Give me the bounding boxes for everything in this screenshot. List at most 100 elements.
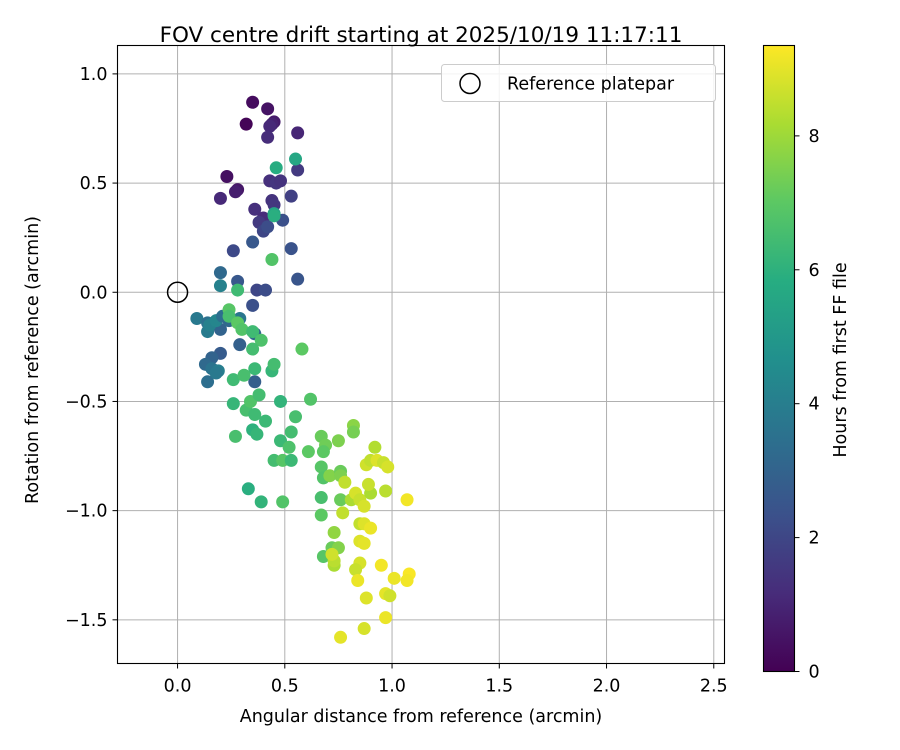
legend-box [441,64,716,102]
scatter-point [357,499,371,513]
scatter-point [374,558,388,572]
scatter-point [209,366,223,380]
scatter-point [248,408,262,422]
colorbar-label: Hours from first FF file [831,262,851,457]
x-tick-label: 0.0 [164,677,192,697]
scatter-point [346,425,360,439]
scatter-point [228,185,242,199]
scatter-point [246,342,260,356]
scatter-point [201,375,215,389]
scatter-points [190,95,416,644]
scatter-point [336,506,350,520]
y-tick-label: −0.5 [65,392,108,412]
scatter-point [274,174,288,188]
scatter-point [314,508,328,522]
scatter-point [235,322,249,336]
scatter-point [331,434,345,448]
chart-title: FOV centre drift starting at 2025/10/19 … [160,23,683,48]
scatter-point [261,220,275,234]
scatter-point [295,342,309,356]
scatter-point [314,460,328,474]
scatter-point [228,429,242,443]
scatter-point [387,571,401,585]
scatter-point [334,630,348,644]
scatter-point [357,622,371,636]
scatter-point [213,266,227,280]
scatter-point [246,325,260,339]
scatter-point [213,279,227,293]
reference-platepar-marker [166,281,189,304]
scatter-point [379,484,393,498]
scatter-point [248,202,262,216]
y-axis-ticks: 1.0 0.5 0.0 −0.5 −1.0 −1.5 [65,65,118,631]
colorbar-tick-label: 6 [809,261,820,281]
scatter-point [213,191,227,205]
plot-frame [116,44,726,665]
scatter-point [246,235,260,249]
scatter-point [237,368,251,382]
scatter-point [190,311,204,325]
scatter-point [258,283,272,297]
scatter-point [334,493,348,507]
x-tick-label: 0.5 [271,677,299,697]
scatter-point [291,126,305,140]
scatter-point [239,117,253,131]
legend-marker-reference [459,72,481,95]
scatter-point [274,394,288,408]
scatter-point [357,536,371,550]
scatter-point [254,333,268,347]
scatter-point [248,375,262,389]
scatter-point [276,495,290,509]
scatter-point [231,283,245,297]
scatter-point [265,253,279,267]
scatter-point [226,397,240,411]
scatter-point [368,440,382,454]
scatter-point [261,130,275,144]
scatter-point [284,453,298,467]
legend: Reference platepar [441,64,716,102]
x-axis-ticks: 0.0 0.5 1.0 1.5 2.0 2.5 [164,663,728,697]
scatter-point [400,574,414,588]
colorbar-tick-label: 8 [809,127,820,147]
scatter-point [233,338,247,352]
scatter-point [220,170,234,184]
y-tick-label: −1.0 [65,502,108,522]
scatter-point [291,163,305,177]
scatter-point [291,272,305,286]
scatter-point [349,563,363,577]
grid-lines [117,45,725,664]
scatter-point [246,95,260,109]
scatter-point [361,477,375,491]
scatter-point [327,525,341,539]
scatter-point [289,410,303,424]
scatter-point [379,611,393,625]
scatter-point [325,547,339,561]
scatter-point [248,362,262,376]
scatter-point [400,493,414,507]
reference-marker-layer [166,281,189,304]
scatter-point [284,242,298,256]
scatter-point [284,425,298,439]
scatter-point [267,357,281,371]
y-tick-label: −1.5 [65,611,108,631]
scatter-point [254,495,268,509]
scatter-point [351,574,365,588]
y-tick-label: 0.5 [80,174,108,194]
scatter-point [284,189,298,203]
scatter-point [338,475,352,489]
scatter-point [241,482,255,496]
colorbar-tick-label: 4 [809,395,820,415]
colorbar-tick-label: 0 [809,663,820,683]
colorbar-ticks: 0 2 4 6 8 [794,127,820,683]
scatter-point [282,440,296,454]
scatter-point [258,414,272,428]
y-axis-label: Rotation from reference (arcmin) [23,216,43,504]
y-tick-label: 1.0 [80,65,108,85]
scatter-point [250,427,264,441]
scatter-point [364,521,378,535]
scatter-point [252,388,266,402]
legend-label-reference: Reference platepar [507,75,675,95]
scatter-point [301,445,315,459]
y-tick-label: 0.0 [80,283,108,303]
